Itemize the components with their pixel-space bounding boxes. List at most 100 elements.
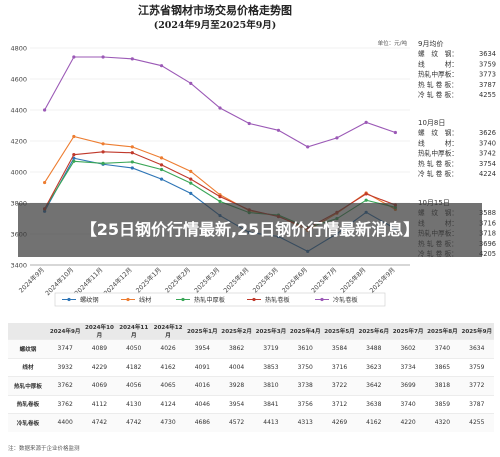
table-cell: 3719 — [253, 339, 289, 358]
table-column-header: 2025年2月 — [219, 323, 254, 340]
table-cell: 3602 — [390, 339, 426, 358]
annotation-value: 3787 — [479, 81, 496, 89]
data-point — [101, 161, 105, 165]
data-point — [43, 180, 47, 185]
table-cell: 3734 — [390, 357, 426, 377]
table-cell: 4056 — [116, 376, 151, 395]
table-cell: 3865 — [425, 357, 460, 377]
data-point — [72, 134, 76, 139]
annotation-label: 热 轧 卷 板： — [418, 159, 458, 168]
table-cell: 4162 — [150, 357, 186, 377]
table-cell: 4050 — [116, 339, 151, 358]
legend-label: 冷轧卷板 — [333, 296, 358, 304]
table-cell: 3623 — [356, 357, 391, 377]
annotation-value: 3626 — [479, 129, 496, 137]
annotation-value: 3773 — [479, 71, 496, 79]
data-point — [247, 121, 251, 126]
annotation-value: 3718 — [479, 230, 496, 238]
table-cell: 4026 — [150, 339, 186, 358]
data-point — [218, 195, 222, 199]
legend-marker — [181, 297, 185, 302]
table-cell: 3818 — [425, 376, 460, 395]
data-point — [159, 64, 164, 68]
y-tick-label: 4200 — [10, 138, 27, 146]
y-tick-label: 4600 — [10, 76, 27, 84]
table-cell: 3762 — [48, 394, 83, 414]
table-column-header: 2025年7月 — [390, 323, 426, 340]
table-cell: 3859 — [425, 394, 460, 414]
x-tick-label: 2024年10月 — [43, 265, 75, 297]
table-cell: 3638 — [356, 394, 391, 414]
table-column-header: 2025年6月 — [356, 323, 391, 340]
y-tick-label: 4400 — [10, 107, 27, 115]
table-row: 热轧卷板 3762 4112 4130 4124 4046 3954 3841 3756 3712… — [8, 394, 494, 414]
annotation-title: 10月8日 — [418, 119, 445, 127]
annotation-label: 热 轧 卷 板： — [418, 80, 458, 89]
data-point — [189, 177, 193, 181]
table-cell: 4572 — [219, 413, 254, 432]
annotation-label: 螺 纹 钢： — [418, 128, 458, 137]
table-cell: 3738 — [288, 376, 323, 395]
legend-label: 热轧中厚板 — [194, 296, 225, 304]
x-tick-label: 2025年4月 — [221, 265, 250, 294]
headline-overlay: 【25日钢价行情最新,25日钢价行情最新消息】 — [18, 203, 482, 257]
x-tick-label: 2025年5月 — [250, 265, 279, 294]
data-point — [72, 159, 76, 163]
data-point — [189, 169, 193, 173]
table-column-header: 2025年4月 — [288, 323, 323, 340]
data-point — [159, 167, 164, 172]
annotation-value: 3740 — [479, 139, 496, 147]
y-tick-label: 4000 — [10, 169, 27, 177]
table-cell: 4089 — [82, 339, 117, 358]
table-cell: 3712 — [322, 394, 357, 414]
table-cell: 3862 — [219, 339, 254, 358]
legend-label: 螺纹钢 — [80, 296, 99, 304]
table-cell: 3762 — [48, 376, 83, 395]
unit-label: 单位：元/吨 — [378, 39, 408, 47]
annotation-value: 3716 — [479, 219, 496, 227]
table-cell: 4730 — [150, 413, 186, 432]
x-tick-label: 2025年3月 — [192, 265, 221, 294]
table-cell: 3634 — [459, 339, 494, 358]
legend-marker — [320, 297, 324, 302]
legend-marker — [67, 297, 71, 302]
series-line-4 — [44, 56, 396, 148]
legend-box — [54, 292, 386, 307]
table-cell: 4742 — [116, 413, 151, 432]
data-point — [335, 136, 339, 140]
annotation-value: 4205 — [479, 250, 496, 258]
data-point — [130, 151, 134, 155]
x-tick-label: 2024年11月 — [72, 265, 104, 297]
annotation-value: 3759 — [479, 60, 496, 68]
table-cell: 4162 — [356, 413, 391, 432]
annotation-value: 4255 — [479, 91, 496, 99]
x-tick-label: 2025年9月 — [367, 265, 396, 294]
table-cell: 4065 — [150, 376, 186, 395]
table-cell: 3841 — [253, 394, 289, 414]
annotation-title: 9月均价 — [418, 39, 443, 48]
data-point — [159, 177, 164, 181]
data-point — [159, 163, 164, 167]
annotation-value: 3742 — [479, 150, 496, 158]
data-point — [72, 55, 76, 59]
table-cell: 3642 — [356, 376, 391, 395]
table-cell: 4255 — [459, 413, 494, 432]
table-row-header: 热轧卷板 — [8, 394, 48, 414]
table-cell: 3584 — [322, 339, 357, 358]
table-cell: 4004 — [219, 357, 254, 377]
legend-marker — [126, 297, 130, 302]
table-cell: 4413 — [253, 413, 289, 432]
table-cell: 3610 — [288, 339, 323, 358]
table-cell: 3759 — [459, 357, 494, 377]
table-cell: 3716 — [322, 357, 357, 377]
chart-subtitle: (2024年9月至2025年9月) — [154, 19, 277, 31]
x-tick-label: 2025年6月 — [280, 265, 309, 294]
y-tick-label: 3400 — [10, 262, 27, 270]
table-column-header: 2025年1月 — [185, 323, 220, 340]
price-table: 2024年9月 2024年10月 2024年11月 2024年12月 2025年1月 20… — [8, 323, 494, 432]
data-point — [101, 142, 105, 146]
annotation-value: 3754 — [479, 160, 496, 168]
data-point — [43, 108, 47, 112]
table-row-header: 冷轧卷板 — [8, 413, 48, 432]
table-cell: 3488 — [356, 339, 391, 358]
